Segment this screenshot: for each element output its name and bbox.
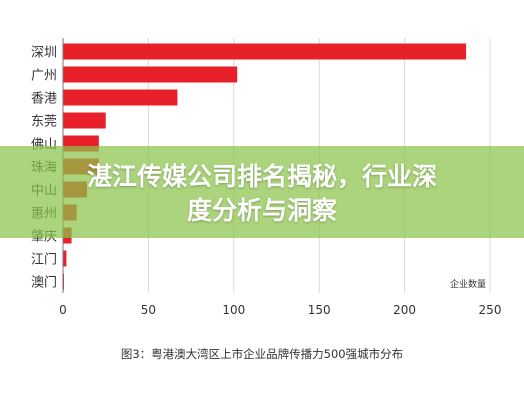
bar [63,89,178,106]
x-axis-label: 企业数量 [450,278,486,290]
x-tick-label: 0 [59,303,67,317]
bar [63,66,238,83]
headline-title: 湛江传媒公司排名揭秘，行业深 度分析与洞察 [0,160,524,228]
bar [63,43,467,60]
x-tick-label: 50 [141,303,156,317]
x-tick-label: 250 [479,303,502,317]
figure-caption: 图3：粤港澳大湾区上市企业品牌传播力500强城市分布 [120,347,404,361]
category-label: 江门 [31,253,57,268]
x-tick-label: 100 [222,303,245,317]
x-tick-label: 200 [393,303,416,317]
category-label: 香港 [31,92,57,107]
category-label: 澳门 [31,275,57,291]
headline-line-1: 湛江传媒公司排名揭秘，行业深 [86,162,437,191]
headline-line-2: 度分析与洞察 [186,196,337,225]
x-tick-label: 150 [308,303,331,317]
bar [63,250,67,267]
bar [63,112,106,129]
category-label: 东莞 [31,115,57,130]
category-label: 广州 [31,69,57,84]
headline-banner [0,146,524,238]
x-axis-ticks: 0 50 100 150 200 250 [59,303,501,317]
category-label: 深圳 [31,46,57,61]
